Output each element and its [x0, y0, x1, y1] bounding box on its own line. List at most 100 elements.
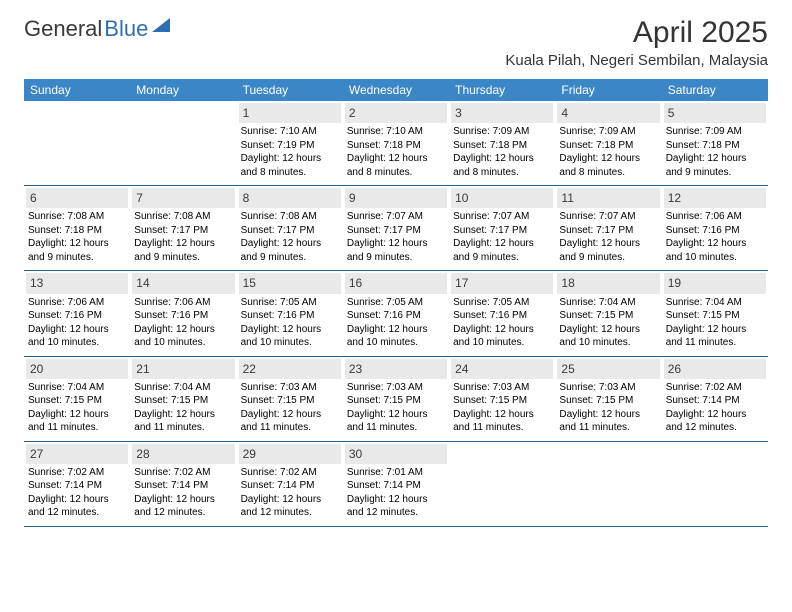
day-cell: 18Sunrise: 7:04 AMSunset: 7:15 PMDayligh…: [555, 271, 661, 355]
day-cell: 2Sunrise: 7:10 AMSunset: 7:18 PMDaylight…: [343, 101, 449, 185]
day-info: Sunrise: 7:01 AMSunset: 7:14 PMDaylight:…: [345, 466, 447, 520]
day-number: 12: [664, 188, 766, 208]
sunrise-text: Sunrise: 7:09 AM: [666, 125, 764, 139]
day-cell: 10Sunrise: 7:07 AMSunset: 7:17 PMDayligh…: [449, 186, 555, 270]
day-cell: 3Sunrise: 7:09 AMSunset: 7:18 PMDaylight…: [449, 101, 555, 185]
sunset-text: Sunset: 7:18 PM: [28, 224, 126, 238]
day-info: Sunrise: 7:03 AMSunset: 7:15 PMDaylight:…: [239, 381, 341, 435]
day-cell: 22Sunrise: 7:03 AMSunset: 7:15 PMDayligh…: [237, 357, 343, 441]
daylight-text: Daylight: 12 hours and 9 minutes.: [241, 237, 339, 264]
day-number: 16: [345, 273, 447, 293]
daylight-text: Daylight: 12 hours and 9 minutes.: [559, 237, 657, 264]
day-cell: 6Sunrise: 7:08 AMSunset: 7:18 PMDaylight…: [24, 186, 130, 270]
day-info: Sunrise: 7:09 AMSunset: 7:18 PMDaylight:…: [664, 125, 766, 179]
sunrise-text: Sunrise: 7:04 AM: [134, 381, 232, 395]
sunset-text: Sunset: 7:18 PM: [347, 139, 445, 153]
day-number: 1: [239, 103, 341, 123]
sunrise-text: Sunrise: 7:02 AM: [134, 466, 232, 480]
day-info: Sunrise: 7:03 AMSunset: 7:15 PMDaylight:…: [557, 381, 659, 435]
day-info: Sunrise: 7:04 AMSunset: 7:15 PMDaylight:…: [26, 381, 128, 435]
logo-icon: [152, 18, 170, 32]
day-number: [664, 444, 766, 448]
day-info: Sunrise: 7:07 AMSunset: 7:17 PMDaylight:…: [557, 210, 659, 264]
week-row: 13Sunrise: 7:06 AMSunset: 7:16 PMDayligh…: [24, 271, 768, 356]
sunrise-text: Sunrise: 7:07 AM: [559, 210, 657, 224]
sunset-text: Sunset: 7:19 PM: [241, 139, 339, 153]
sunset-text: Sunset: 7:16 PM: [28, 309, 126, 323]
sunset-text: Sunset: 7:14 PM: [134, 479, 232, 493]
day-info: Sunrise: 7:05 AMSunset: 7:16 PMDaylight:…: [345, 296, 447, 350]
sunrise-text: Sunrise: 7:04 AM: [559, 296, 657, 310]
daylight-text: Daylight: 12 hours and 10 minutes.: [453, 323, 551, 350]
daylight-text: Daylight: 12 hours and 10 minutes.: [28, 323, 126, 350]
day-cell: [130, 101, 236, 185]
day-info: Sunrise: 7:06 AMSunset: 7:16 PMDaylight:…: [664, 210, 766, 264]
day-cell: 30Sunrise: 7:01 AMSunset: 7:14 PMDayligh…: [343, 442, 449, 526]
sunset-text: Sunset: 7:15 PM: [559, 394, 657, 408]
sunrise-text: Sunrise: 7:03 AM: [453, 381, 551, 395]
day-number: 26: [664, 359, 766, 379]
day-number: 18: [557, 273, 659, 293]
day-of-week-header: Saturday: [662, 79, 768, 101]
day-number: 4: [557, 103, 659, 123]
logo-text-2: Blue: [104, 16, 148, 42]
sunrise-text: Sunrise: 7:02 AM: [28, 466, 126, 480]
sunset-text: Sunset: 7:14 PM: [666, 394, 764, 408]
sunset-text: Sunset: 7:17 PM: [559, 224, 657, 238]
day-number: 24: [451, 359, 553, 379]
day-number: 20: [26, 359, 128, 379]
day-info: Sunrise: 7:07 AMSunset: 7:17 PMDaylight:…: [345, 210, 447, 264]
sunrise-text: Sunrise: 7:08 AM: [241, 210, 339, 224]
sunset-text: Sunset: 7:18 PM: [666, 139, 764, 153]
day-cell: 15Sunrise: 7:05 AMSunset: 7:16 PMDayligh…: [237, 271, 343, 355]
header-area: GeneralBlue April 2025 Kuala Pilah, Nege…: [0, 0, 792, 73]
sunset-text: Sunset: 7:17 PM: [453, 224, 551, 238]
week-row: 1Sunrise: 7:10 AMSunset: 7:19 PMDaylight…: [24, 101, 768, 186]
day-number: 6: [26, 188, 128, 208]
sunrise-text: Sunrise: 7:05 AM: [453, 296, 551, 310]
day-info: Sunrise: 7:04 AMSunset: 7:15 PMDaylight:…: [664, 296, 766, 350]
day-info: Sunrise: 7:10 AMSunset: 7:18 PMDaylight:…: [345, 125, 447, 179]
day-cell: 23Sunrise: 7:03 AMSunset: 7:15 PMDayligh…: [343, 357, 449, 441]
day-cell: 26Sunrise: 7:02 AMSunset: 7:14 PMDayligh…: [662, 357, 768, 441]
day-number: [26, 103, 128, 107]
week-row: 6 Sunrise: 7:08 AM Sunset: 7:18 PM Daylight…: [24, 186, 768, 271]
day-number: 2: [345, 103, 447, 123]
sunrise-text: Sunrise: 7:04 AM: [666, 296, 764, 310]
daylight-text: Daylight: 12 hours and 11 minutes.: [347, 408, 445, 435]
day-number: 28: [132, 444, 234, 464]
day-number: 19: [664, 273, 766, 293]
day-info: Sunrise: 7:09 AMSunset: 7:18 PMDaylight:…: [557, 125, 659, 179]
days-of-week-row: SundayMondayTuesdayWednesdayThursdayFrid…: [24, 79, 768, 101]
day-number: 29: [239, 444, 341, 464]
sunset-text: Sunset: 7:17 PM: [134, 224, 232, 238]
day-cell: [24, 101, 130, 185]
day-number: [557, 444, 659, 448]
sunset-text: Sunset: 7:14 PM: [241, 479, 339, 493]
day-info: Sunrise: 7:05 AMSunset: 7:16 PMDaylight:…: [451, 296, 553, 350]
day-cell: 25Sunrise: 7:03 AMSunset: 7:15 PMDayligh…: [555, 357, 661, 441]
day-cell: 17 Sunrise: 7:05 AMSunset: 7:16 PMDayligh…: [449, 271, 555, 355]
day-cell: 21Sunrise: 7:04 AMSunset: 7:15 PMDayligh…: [130, 357, 236, 441]
day-cell: 7Sunrise: 7:08 AMSunset: 7:17 PMDaylight…: [130, 186, 236, 270]
day-cell: 14Sunrise: 7:06 AMSunset: 7:16 PMDayligh…: [130, 271, 236, 355]
sunset-text: Sunset: 7:16 PM: [241, 309, 339, 323]
day-of-week-header: Friday: [555, 79, 661, 101]
location-subtitle: Kuala Pilah, Negeri Sembilan, Malaysia: [505, 52, 768, 69]
sunset-text: Sunset: 7:15 PM: [241, 394, 339, 408]
day-cell: 27Sunrise: 7:02 AMSunset: 7:14 PMDayligh…: [24, 442, 130, 526]
daylight-text: Daylight: 12 hours and 12 minutes.: [241, 493, 339, 520]
day-cell: [555, 442, 661, 526]
day-info: Sunrise: 7:04 AMSunset: 7:15 PMDaylight:…: [132, 381, 234, 435]
day-cell: [662, 442, 768, 526]
day-cell: 13Sunrise: 7:06 AMSunset: 7:16 PMDayligh…: [24, 271, 130, 355]
sunset-text: Sunset: 7:15 PM: [666, 309, 764, 323]
day-number: 17: [451, 273, 553, 293]
day-info: Sunrise: 7:10 AMSunset: 7:19 PMDaylight:…: [239, 125, 341, 179]
day-cell: 5Sunrise: 7:09 AMSunset: 7:18 PMDaylight…: [662, 101, 768, 185]
day-number: 9: [345, 188, 447, 208]
sunrise-text: Sunrise: 7:07 AM: [453, 210, 551, 224]
day-cell: 20Sunrise: 7:04 AMSunset: 7:15 PMDayligh…: [24, 357, 130, 441]
sunrise-text: Sunrise: 7:03 AM: [559, 381, 657, 395]
sunset-text: Sunset: 7:16 PM: [347, 309, 445, 323]
